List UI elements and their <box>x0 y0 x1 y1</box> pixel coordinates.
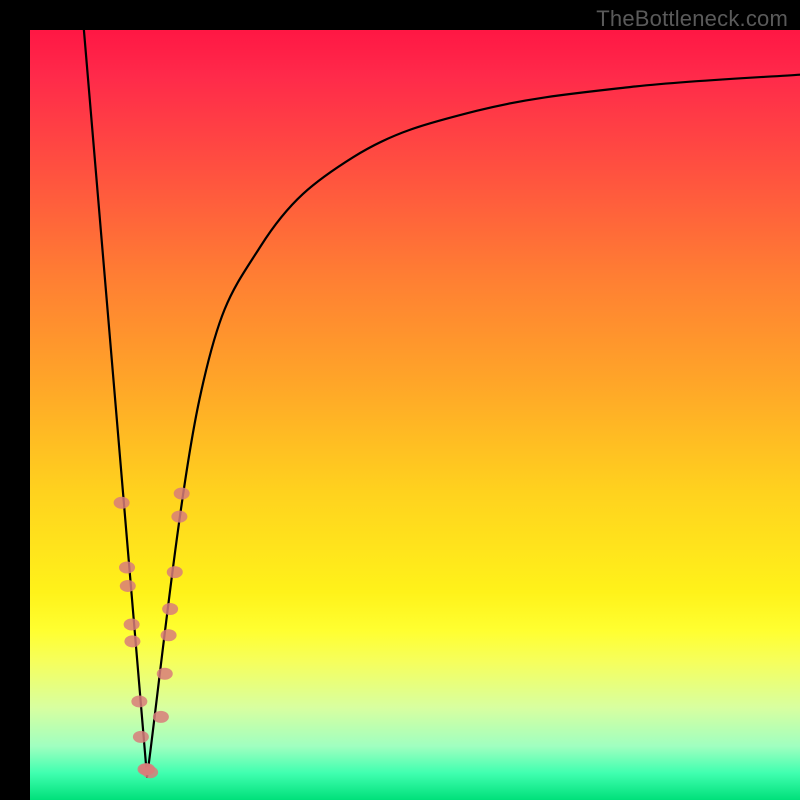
data-marker <box>124 618 140 630</box>
bottleneck-curve-line <box>84 30 800 777</box>
data-marker <box>119 561 135 573</box>
data-marker <box>114 497 130 509</box>
data-marker <box>133 731 149 743</box>
watermark-text: TheBottleneck.com <box>596 6 788 32</box>
data-marker <box>167 566 183 578</box>
data-marker <box>174 488 190 500</box>
data-marker <box>142 766 158 778</box>
data-marker <box>162 603 178 615</box>
data-marker <box>124 635 140 647</box>
data-marker <box>157 668 173 680</box>
data-marker <box>131 695 147 707</box>
data-marker <box>153 711 169 723</box>
data-marker <box>161 629 177 641</box>
plot-area <box>30 30 800 800</box>
curve-overlay <box>30 30 800 800</box>
data-marker <box>171 511 187 523</box>
data-marker <box>120 580 136 592</box>
